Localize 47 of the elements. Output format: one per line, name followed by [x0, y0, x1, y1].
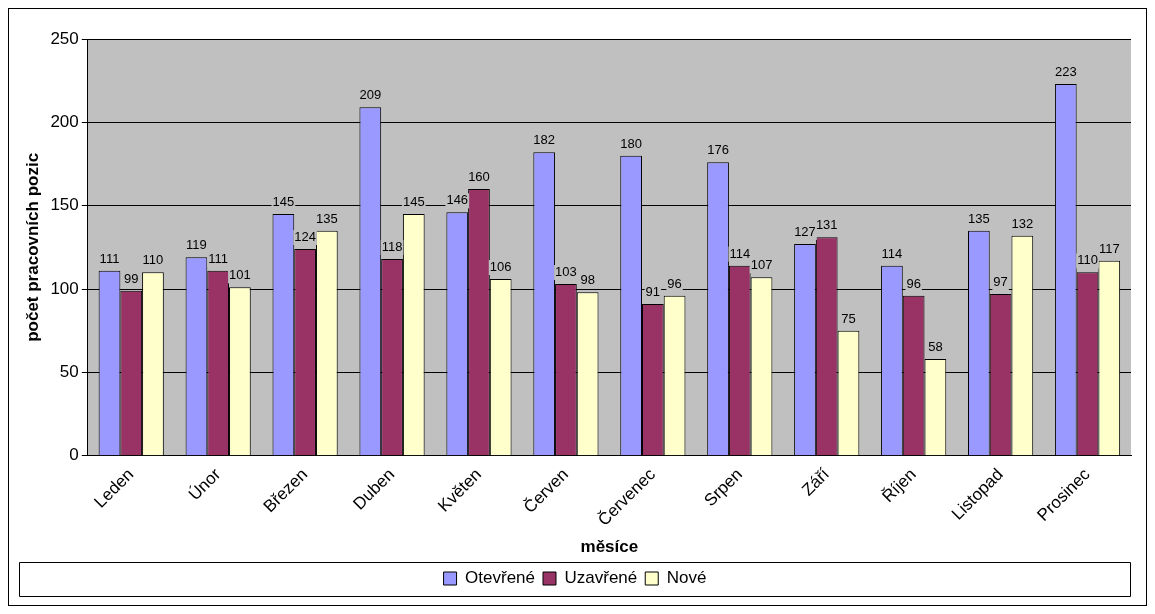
- data-label: 118: [381, 239, 403, 255]
- legend-label: Nové: [666, 568, 707, 588]
- data-label: 117: [1098, 240, 1120, 256]
- data-label: 160: [468, 169, 490, 185]
- y-tick-label: 200: [50, 112, 79, 132]
- data-label: 58: [928, 339, 943, 355]
- data-label: 135: [315, 210, 338, 226]
- data-label: 110: [1077, 252, 1098, 268]
- data-label: 127: [794, 224, 816, 240]
- legend-label: Uzavřené: [564, 568, 638, 588]
- data-label: 132: [1011, 215, 1034, 231]
- y-tick-label: 0: [69, 445, 79, 465]
- data-label: 103: [555, 264, 577, 280]
- data-label: 106: [489, 259, 512, 275]
- data-label: 114: [881, 245, 903, 261]
- data-label: 131: [815, 217, 838, 233]
- data-label: 145: [272, 194, 295, 210]
- data-label: 91: [645, 284, 661, 300]
- y-tick-label: 100: [50, 278, 79, 298]
- data-label: 107: [750, 257, 773, 273]
- data-label: 111: [208, 250, 229, 266]
- data-label: 145: [402, 194, 425, 210]
- data-label: 135: [968, 210, 990, 226]
- data-label: 111: [99, 250, 120, 266]
- legend-label: Otevřené: [465, 568, 535, 588]
- data-label: 99: [124, 270, 139, 286]
- y-tick-label: 50: [59, 362, 79, 382]
- data-label: 101: [229, 267, 251, 283]
- data-label: 98: [580, 272, 595, 288]
- x-axis-title: měsíce: [580, 537, 639, 557]
- y-axis-title: počet pracovních pozic: [22, 152, 42, 342]
- data-label: 209: [359, 87, 382, 103]
- data-label: 180: [620, 135, 642, 151]
- data-label: 146: [446, 192, 469, 208]
- data-label: 96: [906, 275, 921, 291]
- data-label: 96: [667, 275, 682, 291]
- data-label: 97: [993, 274, 1008, 290]
- data-label: 124: [294, 229, 316, 245]
- data-label: 75: [841, 310, 856, 326]
- y-tick-label: 150: [50, 195, 79, 215]
- data-label: 176: [707, 142, 729, 158]
- data-label: 223: [1054, 64, 1077, 80]
- data-label: 182: [533, 132, 556, 148]
- data-label: 114: [729, 245, 751, 261]
- data-label: 110: [142, 252, 164, 268]
- y-tick-label: 250: [50, 28, 79, 48]
- data-label: 119: [186, 237, 207, 253]
